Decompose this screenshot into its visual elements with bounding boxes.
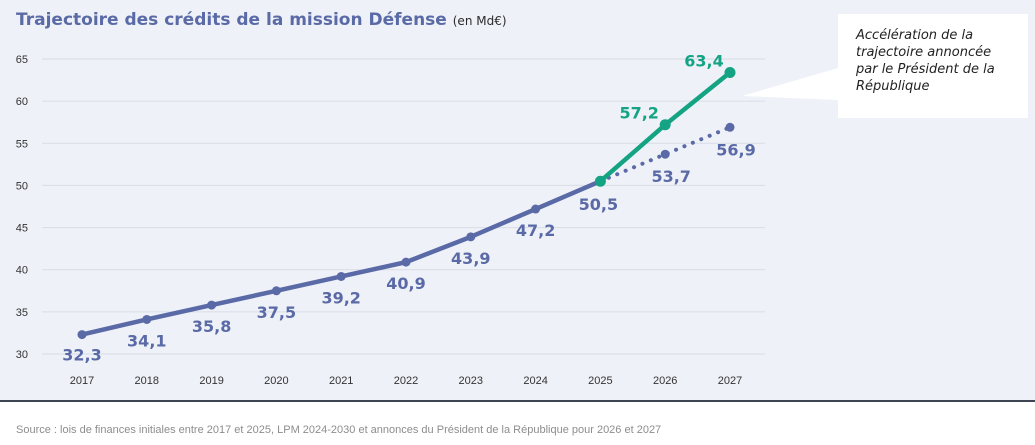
data-point xyxy=(724,66,736,78)
x-tick-label: 2020 xyxy=(264,375,288,387)
data-point xyxy=(725,122,735,132)
x-tick-label: 2025 xyxy=(588,375,612,387)
y-tick-label: 35 xyxy=(16,307,28,319)
data-point xyxy=(77,330,87,340)
y-tick-label: 65 xyxy=(16,54,28,66)
y-tick-label: 45 xyxy=(16,223,28,235)
y-tick-label: 60 xyxy=(16,96,28,108)
x-tick-label: 2017 xyxy=(70,375,94,387)
annotation-text: Accélération de la trajectoire annoncée … xyxy=(856,28,995,94)
data-point xyxy=(271,286,281,296)
x-tick-label: 2026 xyxy=(653,375,677,387)
chart-title: Trajectoire des crédits de la mission Dé… xyxy=(16,10,507,30)
data-point xyxy=(466,232,476,242)
x-tick-label: 2022 xyxy=(394,375,418,387)
data-label: 53,7 xyxy=(651,167,690,186)
source-note: Source : lois de finances initiales entr… xyxy=(16,424,662,436)
x-tick-label: 2024 xyxy=(523,375,547,387)
x-tick-label: 2023 xyxy=(459,375,483,387)
data-label: 32,3 xyxy=(62,346,101,365)
data-point xyxy=(142,314,152,324)
annotation-callout: Accélération de la trajectoire annoncée … xyxy=(838,14,1028,118)
data-point xyxy=(401,257,411,267)
line-chart: 30 35 40 45 50 55 60 65 2017 2018 2019 2020 2021 2022… xyxy=(16,51,838,387)
series-line-2 xyxy=(598,125,732,184)
data-label: 35,8 xyxy=(192,317,231,336)
data-point xyxy=(594,175,606,187)
data-label: 39,2 xyxy=(321,288,360,307)
x-tick-label: 2027 xyxy=(718,375,742,387)
data-point xyxy=(659,119,671,131)
callout-pointer xyxy=(742,68,838,100)
x-tick-label: 2018 xyxy=(135,375,159,387)
data-label: 63,4 xyxy=(684,51,723,70)
title-text: Trajectoire des crédits de la mission Dé… xyxy=(16,10,447,30)
data-label: 57,2 xyxy=(619,104,658,123)
data-point xyxy=(336,271,346,281)
y-tick-label: 40 xyxy=(16,265,28,277)
x-tick-label: 2021 xyxy=(329,375,353,387)
y-tick-label: 30 xyxy=(16,349,28,361)
x-tick-label: 2019 xyxy=(199,375,223,387)
data-label: 40,9 xyxy=(386,274,425,293)
data-label: 47,2 xyxy=(516,221,555,240)
data-point xyxy=(531,204,541,214)
divider xyxy=(0,400,1035,402)
data-point xyxy=(660,149,670,159)
data-label: 56,9 xyxy=(716,140,755,159)
title-unit: (en Md€) xyxy=(452,14,507,28)
y-tick-label: 50 xyxy=(16,180,28,192)
data-label: 37,5 xyxy=(257,303,296,322)
data-point xyxy=(207,300,217,310)
data-label: 43,9 xyxy=(451,249,490,268)
y-tick-label: 55 xyxy=(16,138,28,150)
data-label: 50,5 xyxy=(579,195,618,214)
data-label: 34,1 xyxy=(127,331,166,350)
